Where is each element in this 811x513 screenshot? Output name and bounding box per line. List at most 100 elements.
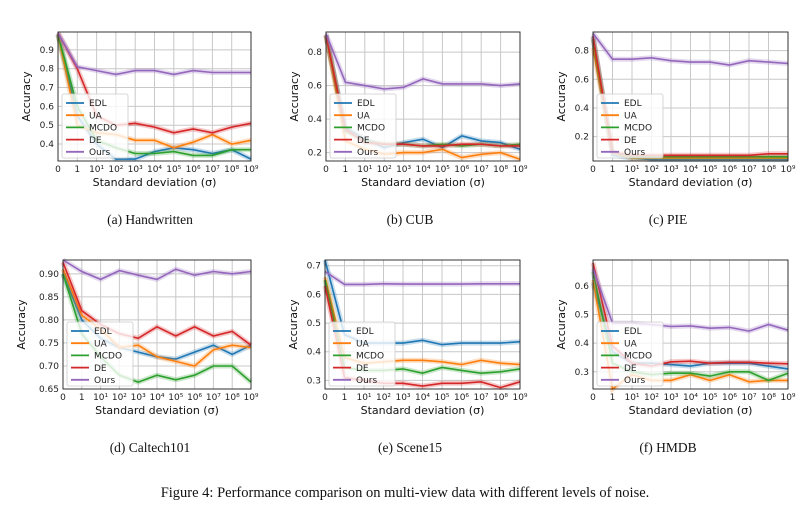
y-tick-label: 0.3 <box>307 376 321 386</box>
legend-label: UA <box>89 111 103 121</box>
x-tick-label: 10⁹ <box>512 165 527 175</box>
subplot-2: 0 1 10¹ 10² 10³ 10⁴ 10⁵ 10⁶ 10⁷ 10⁸ 10⁹ 0.2 0.4 0.6 0.… <box>555 31 796 227</box>
y-tick-label: 0.8 <box>40 65 55 75</box>
y-tick-label: 0.6 <box>40 102 55 112</box>
legend-label: Ours <box>357 148 378 158</box>
x-tick-label: 10⁶ <box>186 165 201 175</box>
x-tick-label: 10⁴ <box>149 393 164 403</box>
legend: EDL UA MCDO DE Ours <box>66 321 134 387</box>
x-tick-label: 10² <box>112 393 127 403</box>
x-tick-label: 10⁴ <box>415 393 430 403</box>
x-tick-label: 1 <box>343 165 349 175</box>
x-tick-label: 10⁸ <box>761 393 776 403</box>
legend-label: EDL <box>624 327 642 337</box>
x-tick-label: 10² <box>377 165 392 175</box>
y-tick-label: 0.80 <box>39 316 59 326</box>
y-tick-label: 0.7 <box>307 262 321 272</box>
subplot-4: 0 1 10¹ 10² 10³ 10⁴ 10⁵ 10⁶ 10⁷ 10⁸ 10⁹ 0.3 0.4 0.5 0.… <box>287 259 528 455</box>
legend-label: MCDO <box>624 124 652 134</box>
subplot-caption: (a) Handwritten <box>107 212 193 227</box>
subplot-caption: (c) PIE <box>649 212 688 227</box>
x-tick-label: 10³ <box>128 165 143 175</box>
x-tick-label: 0 <box>60 393 66 403</box>
y-tick-label: 0.85 <box>39 293 59 303</box>
y-tick-label: 0.75 <box>39 339 59 349</box>
axes-frame <box>324 259 521 390</box>
subplot-caption: (b) CUB <box>387 212 434 227</box>
series-line-ours <box>592 32 789 66</box>
x-tick-label: 10⁹ <box>780 393 795 403</box>
subplot-5: 0 1 10¹ 10² 10³ 10⁴ 10⁵ 10⁶ 10⁷ 10⁸ 10⁹ 0.3 0.4 0.5 0.… <box>555 259 796 455</box>
y-tick-label: 0.5 <box>40 121 54 131</box>
y-tick-label: 0.4 <box>40 140 55 150</box>
y-axis-label: Accuracy <box>555 299 568 350</box>
x-tick-label: 0 <box>55 165 61 175</box>
y-axis-label: Accuracy <box>288 71 301 122</box>
x-tick-label: 10⁵ <box>702 393 717 403</box>
legend-box <box>596 93 664 159</box>
x-tick-label: 10⁴ <box>415 165 430 175</box>
x-tick-label: 10³ <box>396 165 411 175</box>
y-axis-label: Accuracy <box>555 71 568 122</box>
y-tick-label: 0.7 <box>40 84 54 94</box>
x-tick-label: 10¹ <box>624 165 639 175</box>
axes-frame <box>62 259 252 390</box>
x-tick-label: 10⁸ <box>493 165 508 175</box>
legend-label: Ours <box>356 376 377 386</box>
x-tick-label: 10⁹ <box>512 393 527 403</box>
x-tick-label: 10³ <box>131 393 146 403</box>
x-axis-label: Standard deviation (σ) <box>629 176 753 189</box>
x-tick-label: 1 <box>610 393 616 403</box>
legend-box <box>329 93 397 159</box>
x-tick-label: 1 <box>342 393 348 403</box>
legend-label: DE <box>94 364 107 374</box>
y-tick-label: 0.5 <box>575 310 589 320</box>
y-tick-label: 0.8 <box>308 48 323 58</box>
legend-box <box>66 321 134 387</box>
subplot-caption: (d) Caltech101 <box>110 440 191 455</box>
x-tick-label: 10⁶ <box>187 393 202 403</box>
x-axis-label: Standard deviation (σ) <box>95 404 219 417</box>
axes-frame <box>325 31 521 162</box>
x-tick-label: 10⁷ <box>205 165 220 175</box>
legend-label: Ours <box>624 376 645 386</box>
x-tick-label: 0 <box>590 393 596 403</box>
x-tick-label: 10⁴ <box>147 165 162 175</box>
x-tick-label: 10⁷ <box>741 393 756 403</box>
legend-box <box>61 93 129 159</box>
x-tick-label: 0 <box>590 165 596 175</box>
legend-label: MCDO <box>356 352 384 362</box>
legend-label: DE <box>357 136 370 146</box>
legend-label: DE <box>624 364 637 374</box>
y-axis-label: Accuracy <box>15 299 28 350</box>
x-tick-label: 10⁵ <box>168 393 183 403</box>
x-tick-label: 10⁴ <box>683 165 698 175</box>
legend-label: Ours <box>89 148 110 158</box>
x-tick-label: 10³ <box>663 393 678 403</box>
x-tick-label: 10³ <box>395 393 410 403</box>
y-tick-label: 0.6 <box>307 290 322 300</box>
legend-label: MCDO <box>89 124 117 134</box>
legend-label: UA <box>356 339 370 349</box>
series-line-ours <box>324 270 520 286</box>
legend-label: EDL <box>357 99 375 109</box>
x-tick-label: 10² <box>644 393 659 403</box>
y-tick-label: 0.3 <box>575 368 589 378</box>
series-line-de <box>62 262 252 346</box>
legend-label: DE <box>356 364 369 374</box>
series-line-ours <box>325 33 521 90</box>
x-tick-label: 10⁸ <box>224 165 239 175</box>
legend: EDL UA MCDO DE Ours <box>596 93 664 159</box>
y-tick-label: 0.6 <box>575 75 590 85</box>
legend-box <box>328 321 396 387</box>
legend-label: EDL <box>624 99 642 109</box>
axes-frame <box>592 31 789 162</box>
legend-label: MCDO <box>94 352 122 362</box>
x-tick-label: 1 <box>79 393 85 403</box>
x-tick-label: 10⁶ <box>722 393 737 403</box>
y-tick-label: 0.4 <box>307 348 322 358</box>
subplot-caption: (e) Scene15 <box>378 440 442 455</box>
x-tick-label: 10¹ <box>89 165 104 175</box>
x-tick-label: 10¹ <box>93 393 108 403</box>
